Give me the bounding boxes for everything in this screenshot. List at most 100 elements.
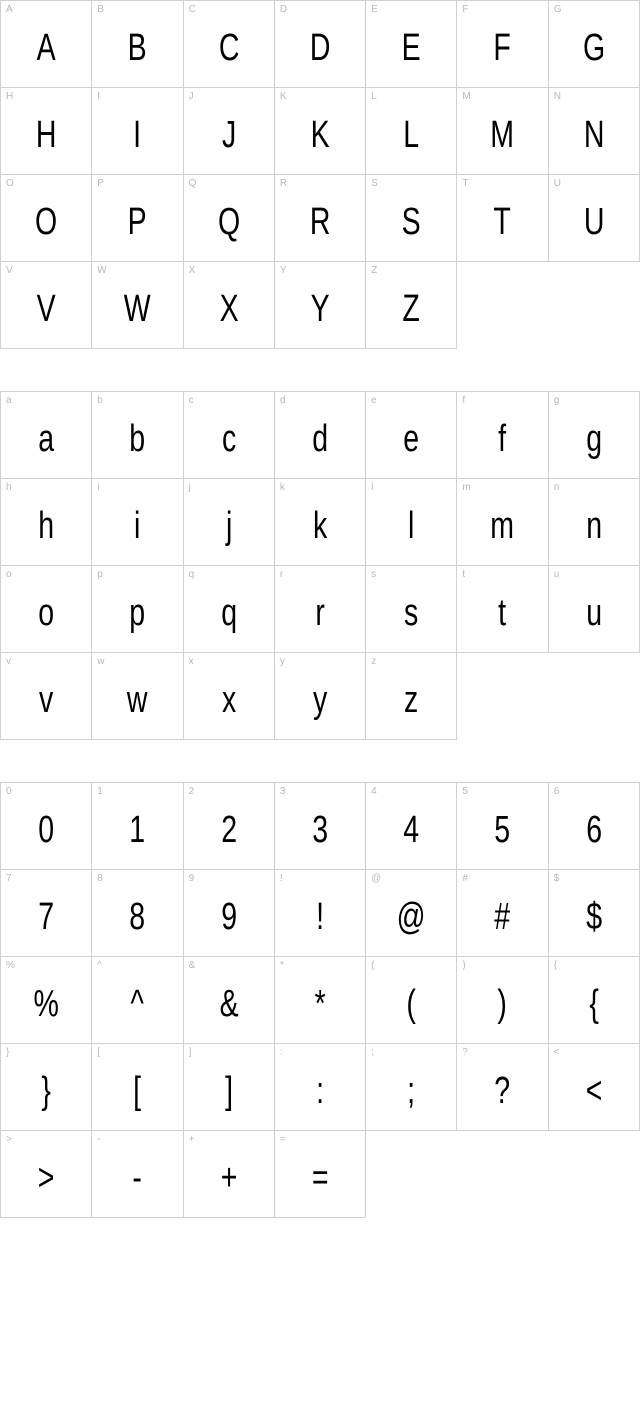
glyph-char: y — [286, 653, 354, 743]
glyph-char: N — [560, 88, 628, 178]
glyph-char: l — [377, 479, 445, 569]
glyph-char: d — [286, 392, 354, 482]
glyph-cell: $$ — [549, 870, 640, 957]
glyph-key-label: & — [189, 960, 196, 971]
glyph-cell: ZZ — [366, 262, 457, 349]
glyph-char: g — [560, 392, 628, 482]
glyph-char: [ — [104, 1044, 172, 1134]
glyph-cell: :: — [275, 1044, 366, 1131]
glyph-key-label: # — [462, 873, 468, 884]
glyph-char: T — [469, 175, 537, 265]
glyph-key-label: i — [97, 482, 99, 493]
glyph-char: z — [377, 653, 445, 743]
glyph-cell: >> — [1, 1131, 92, 1218]
glyph-key-label: - — [97, 1134, 100, 1145]
glyph-cell: HH — [1, 88, 92, 175]
glyph-cell: 88 — [92, 870, 183, 957]
glyph-char: = — [286, 1131, 354, 1221]
glyph-char: K — [286, 88, 354, 178]
glyph-key-label: [ — [97, 1047, 100, 1058]
glyph-key-label: u — [554, 569, 560, 580]
glyph-key-label: j — [189, 482, 191, 493]
glyph-cell: << — [549, 1044, 640, 1131]
glyph-key-label: 8 — [97, 873, 103, 884]
glyph-key-label: x — [189, 656, 194, 667]
glyph-char: 6 — [560, 783, 628, 873]
glyph-char: o — [12, 566, 80, 656]
character-map-root: AABBCCDDEEFFGGHHIIJJKKLLMMNNOOPPQQRRSSTT… — [0, 0, 640, 1218]
glyph-char: # — [469, 870, 537, 960]
glyph-char: n — [560, 479, 628, 569]
glyph-key-label: ^ — [97, 960, 102, 971]
glyph-char: < — [560, 1044, 628, 1134]
glyph-cell: ?? — [457, 1044, 548, 1131]
glyph-cell: vv — [1, 653, 92, 740]
glyph-cell: !! — [275, 870, 366, 957]
glyph-char: k — [286, 479, 354, 569]
glyph-cell: YY — [275, 262, 366, 349]
glyph-cell: JJ — [184, 88, 275, 175]
section-symbols: 00112233445566778899!!@@##$$%%^^&&**(())… — [0, 782, 640, 1218]
glyph-cell: WW — [92, 262, 183, 349]
glyph-char: f — [469, 392, 537, 482]
glyph-key-label: r — [280, 569, 283, 580]
glyph-cell: CC — [184, 1, 275, 88]
glyph-cell: BB — [92, 1, 183, 88]
glyph-char: r — [286, 566, 354, 656]
glyph-char: 7 — [12, 870, 80, 960]
glyph-char: v — [12, 653, 80, 743]
glyph-char: t — [469, 566, 537, 656]
glyph-key-label: g — [554, 395, 560, 406]
glyph-cell: MM — [457, 88, 548, 175]
glyph-cell: }} — [1, 1044, 92, 1131]
glyph-cell: 44 — [366, 783, 457, 870]
bottom-space — [0, 1260, 640, 1420]
glyph-cell: 99 — [184, 870, 275, 957]
glyph-char: : — [286, 1044, 354, 1134]
glyph-cell: xx — [184, 653, 275, 740]
glyph-key-label: p — [97, 569, 103, 580]
glyph-key-label: I — [97, 91, 100, 102]
glyph-cell: SS — [366, 175, 457, 262]
glyph-cell: tt — [457, 566, 548, 653]
glyph-cell: uu — [549, 566, 640, 653]
glyph-key-label: + — [189, 1134, 195, 1145]
glyph-char: & — [195, 957, 263, 1047]
glyph-key-label: a — [6, 395, 12, 406]
glyph-cell: ;; — [366, 1044, 457, 1131]
glyph-key-label: $ — [554, 873, 560, 884]
glyph-char: 8 — [104, 870, 172, 960]
glyph-cell: 22 — [184, 783, 275, 870]
glyph-cell: DD — [275, 1, 366, 88]
glyph-cell: UU — [549, 175, 640, 262]
glyph-char: Z — [377, 262, 445, 352]
glyph-key-label: 9 — [189, 873, 195, 884]
glyph-cell: 66 — [549, 783, 640, 870]
glyph-cell: oo — [1, 566, 92, 653]
glyph-char: b — [104, 392, 172, 482]
empty-cell — [366, 1131, 457, 1218]
glyph-key-label: e — [371, 395, 377, 406]
glyph-char: H — [12, 88, 80, 178]
glyph-char: ? — [469, 1044, 537, 1134]
glyph-key-label: t — [462, 569, 465, 580]
glyph-cell: pp — [92, 566, 183, 653]
glyph-char: L — [377, 88, 445, 178]
empty-cell — [549, 1131, 640, 1218]
glyph-char: ; — [377, 1044, 445, 1134]
glyph-cell: KK — [275, 88, 366, 175]
glyph-cell: ff — [457, 392, 548, 479]
glyph-key-label: 1 — [97, 786, 103, 797]
glyph-char: u — [560, 566, 628, 656]
glyph-cell: 77 — [1, 870, 92, 957]
glyph-char: O — [12, 175, 80, 265]
glyph-cell: RR — [275, 175, 366, 262]
glyph-key-label: 0 — [6, 786, 12, 797]
glyph-cell: {{ — [549, 957, 640, 1044]
glyph-char: M — [469, 88, 537, 178]
glyph-char: 9 — [195, 870, 263, 960]
glyph-char: 0 — [12, 783, 80, 873]
glyph-cell: 33 — [275, 783, 366, 870]
glyph-cell: [[ — [92, 1044, 183, 1131]
glyph-key-label: * — [280, 960, 284, 971]
